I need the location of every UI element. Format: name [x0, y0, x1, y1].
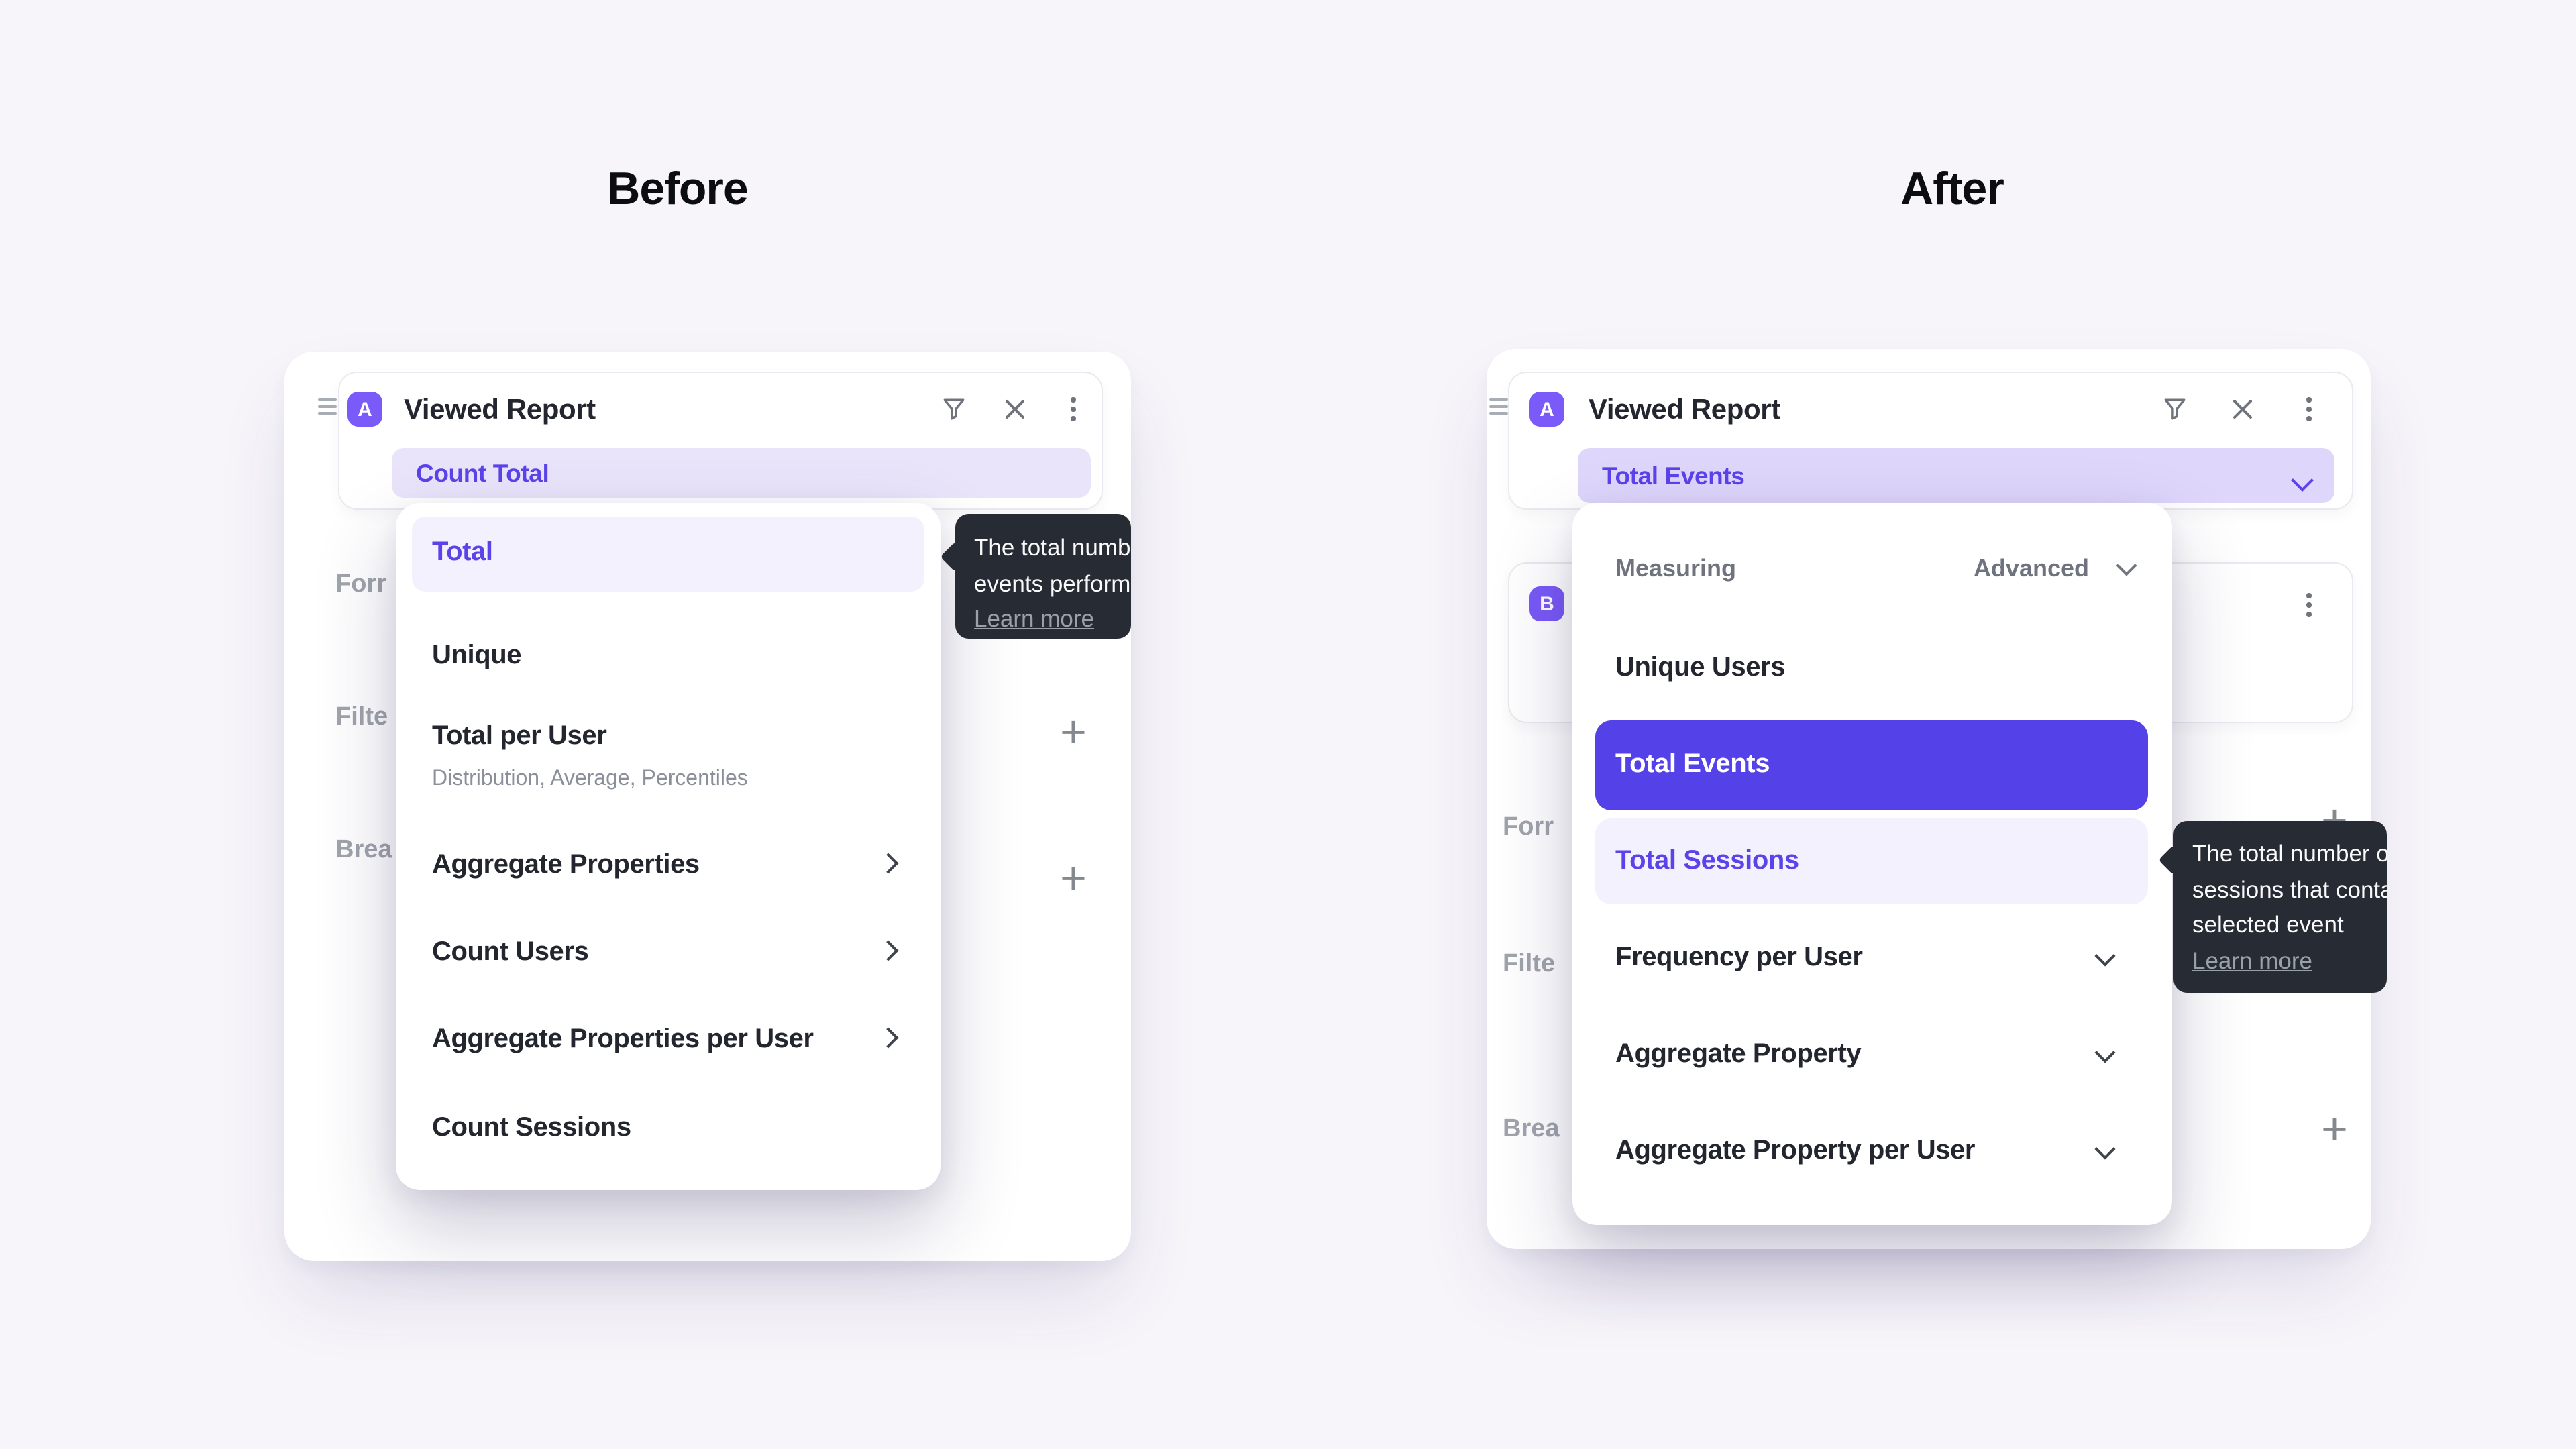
tooltip-line: The total number of [974, 534, 1131, 561]
menu-item-aggregate-properties[interactable]: Aggregate Properties [432, 850, 700, 879]
tooltip-line: The total number of [2192, 840, 2387, 867]
menu-item-unique[interactable]: Unique [432, 641, 522, 670]
kebab-menu-icon[interactable] [2292, 588, 2326, 623]
menu-item-count-sessions[interactable]: Count Sessions [432, 1113, 631, 1142]
chevron-right-icon [877, 1027, 899, 1052]
close-icon[interactable] [2224, 392, 2259, 427]
filter-icon[interactable] [2157, 392, 2192, 427]
menu-item-count-users[interactable]: Count Users [432, 937, 589, 967]
total-tooltip: The total number of events performed Lea… [955, 514, 1131, 639]
before-title: Before [607, 164, 748, 215]
event-title: Viewed Report [404, 394, 596, 425]
kebab-menu-icon[interactable] [2292, 392, 2326, 427]
filter-row-label: Filte [335, 703, 388, 731]
chevron-right-icon [877, 940, 899, 965]
menu-item-aggregate-properties-per-user[interactable]: Aggregate Properties per User [432, 1024, 814, 1054]
event-badge-a: A [347, 392, 382, 427]
menu-item-total-label[interactable]: Total [432, 537, 493, 567]
metric-selector-label: Total Events [1602, 461, 1745, 489]
learn-more-link[interactable]: Learn more [974, 605, 1094, 632]
event-badge-b: B [1529, 586, 1564, 621]
filter-row-label: Filte [1503, 950, 1556, 978]
form-row-label: Forr [1503, 813, 1554, 841]
chevron-down-icon [2094, 1042, 2116, 1067]
breakdown-row-label: Brea [335, 836, 392, 864]
metric-selector[interactable]: Count Total [392, 448, 1091, 498]
chevron-down-icon [2094, 945, 2116, 970]
menu-item-total-per-user-subtitle: Distribution, Average, Percentiles [432, 767, 748, 790]
drag-handle-icon[interactable] [318, 398, 337, 415]
measurement-menu: Total Unique Total per User Distribution… [396, 503, 941, 1190]
menu-item-total-per-user[interactable]: Total per User [432, 721, 607, 751]
measuring-label: Measuring [1615, 555, 1737, 582]
menu-item-total-sessions[interactable] [1595, 818, 2148, 904]
total-sessions-tooltip: The total number of sessions that contai… [2174, 821, 2387, 993]
filter-icon[interactable] [936, 392, 971, 427]
metric-selector-label: Count Total [416, 458, 549, 486]
menu-item-total-events-label[interactable]: Total Events [1615, 749, 1770, 779]
kebab-menu-icon[interactable] [1056, 392, 1091, 427]
menu-item-frequency-per-user[interactable]: Frequency per User [1615, 943, 1863, 972]
learn-more-link[interactable]: Learn more [2192, 947, 2312, 973]
menu-item-total[interactable] [412, 517, 924, 592]
add-breakdown-plus-icon[interactable]: + [2321, 1104, 2348, 1155]
drag-handle-icon[interactable] [1489, 398, 1508, 415]
chevron-down-icon [2291, 466, 2314, 495]
menu-item-total-events[interactable] [1595, 720, 2148, 810]
close-icon[interactable] [997, 392, 1032, 427]
event-badge-a: A [1529, 392, 1564, 427]
event-title: Viewed Report [1589, 394, 1780, 425]
add-filter-plus-icon[interactable]: + [1060, 707, 1087, 758]
tooltip-line: selected event [2192, 911, 2344, 938]
measurement-menu: Measuring Advanced Unique Users Total Ev… [1572, 503, 2172, 1225]
breakdown-row-label: Brea [1503, 1115, 1560, 1143]
chevron-right-icon [877, 853, 899, 877]
metric-selector[interactable]: Total Events [1578, 448, 2334, 503]
tooltip-line: events performed [974, 570, 1131, 596]
after-title: After [1900, 164, 2004, 215]
advanced-dropdown[interactable]: Advanced [1973, 555, 2089, 582]
menu-item-aggregate-property-per-user[interactable]: Aggregate Property per User [1615, 1136, 1976, 1165]
form-row-label: Forr [335, 570, 386, 598]
chevron-down-icon[interactable] [2116, 555, 2137, 580]
menu-item-unique-users[interactable]: Unique Users [1615, 653, 1786, 682]
chevron-down-icon [2094, 1138, 2116, 1163]
menu-item-total-sessions-label[interactable]: Total Sessions [1615, 846, 1799, 875]
add-breakdown-plus-icon[interactable]: + [1060, 853, 1087, 904]
menu-item-aggregate-property[interactable]: Aggregate Property [1615, 1039, 1862, 1069]
tooltip-line: sessions that contain [2192, 875, 2387, 902]
